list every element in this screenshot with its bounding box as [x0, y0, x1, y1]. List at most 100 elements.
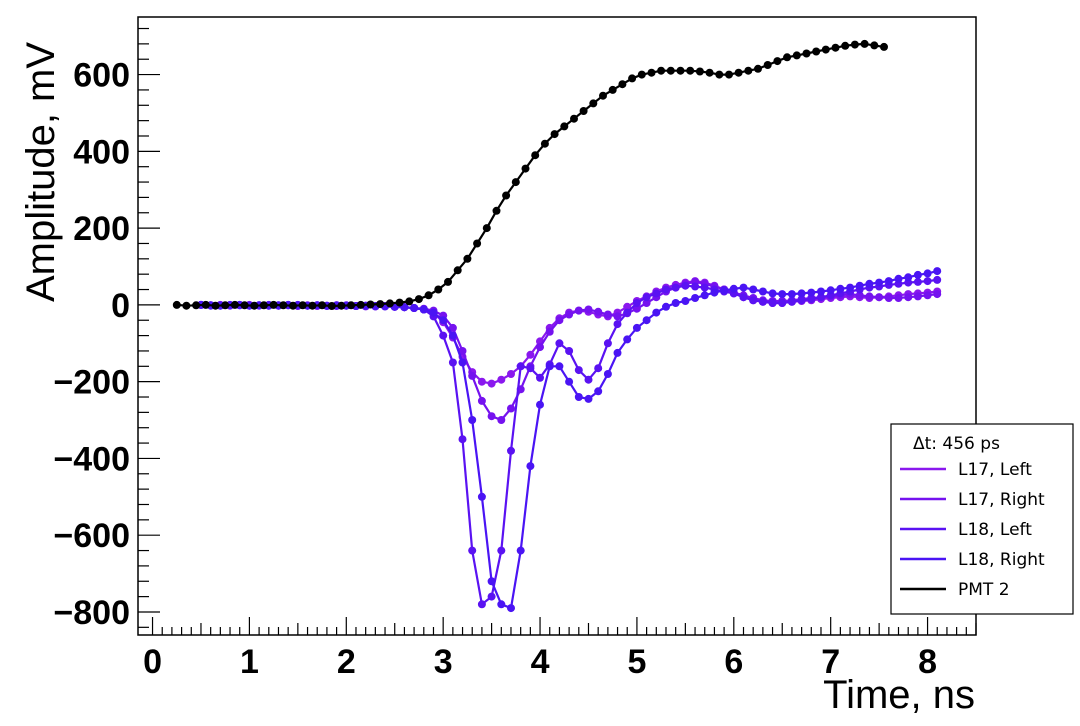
- data-point: [337, 301, 346, 310]
- data-point: [511, 178, 520, 187]
- data-point: [875, 293, 884, 302]
- data-point: [536, 373, 544, 382]
- data-point: [623, 335, 632, 344]
- data-point: [531, 151, 540, 160]
- y-tick-labels: −800 −600 −400 −200 0 200 400 600: [53, 57, 130, 632]
- data-point: [516, 362, 525, 371]
- data-point: [749, 296, 758, 305]
- data-point: [230, 300, 239, 309]
- data-point: [734, 68, 743, 77]
- data-point: [507, 370, 515, 378]
- data-point: [817, 293, 825, 302]
- data-point: [647, 68, 656, 77]
- data-point: [439, 331, 448, 340]
- data-point: [211, 301, 220, 310]
- data-point: [603, 339, 612, 348]
- data-point: [574, 393, 583, 401]
- data-point: [497, 546, 506, 555]
- data-point: [623, 308, 632, 317]
- axis-ticks: [138, 27, 977, 635]
- x-tick-label: 7: [821, 643, 840, 681]
- data-point: [700, 283, 709, 292]
- data-point: [821, 45, 830, 54]
- data-point: [298, 301, 307, 310]
- data-point: [913, 270, 922, 279]
- data-point: [628, 74, 637, 83]
- data-point: [536, 400, 544, 409]
- data-point: [812, 47, 821, 56]
- x-tick-label: 3: [434, 643, 453, 681]
- data-point: [289, 301, 297, 310]
- data-point: [429, 308, 438, 317]
- data-point: [875, 278, 884, 287]
- data-point: [913, 292, 922, 301]
- data-point: [894, 274, 903, 283]
- data-point: [318, 301, 327, 310]
- data-point: [507, 404, 515, 413]
- data-point: [913, 277, 922, 286]
- data-point: [715, 70, 724, 79]
- data-point: [477, 377, 486, 386]
- data-point: [894, 294, 903, 302]
- data-point: [240, 301, 249, 310]
- data-point: [545, 362, 554, 371]
- data-point: [526, 462, 535, 471]
- data-point: [477, 492, 486, 501]
- data-point: [540, 139, 549, 148]
- data-point: [574, 366, 583, 375]
- data-point: [642, 299, 651, 307]
- data-point: [550, 130, 559, 139]
- data-point: [797, 296, 806, 305]
- data-point: [259, 301, 268, 310]
- data-point: [613, 320, 622, 329]
- data-point: [787, 290, 796, 299]
- data-point: [846, 283, 855, 292]
- data-point: [870, 41, 879, 50]
- x-tick-label: 2: [337, 643, 356, 681]
- data-point: [434, 285, 443, 294]
- data-point: [526, 364, 535, 373]
- data-point: [662, 302, 670, 311]
- data-point: [836, 284, 845, 293]
- y-tick-label: 0: [111, 287, 130, 325]
- data-point: [574, 306, 583, 315]
- data-point: [507, 446, 515, 455]
- data-point: [473, 239, 482, 248]
- data-point: [410, 304, 419, 312]
- data-point: [468, 416, 477, 424]
- data-point: [637, 70, 646, 79]
- data-point: [565, 347, 574, 355]
- data-point: [700, 291, 709, 300]
- data-point: [356, 300, 365, 309]
- data-point: [720, 286, 729, 295]
- data-point: [754, 64, 762, 73]
- data-point: [477, 396, 486, 405]
- data-point: [536, 343, 544, 352]
- legend-label: L18, Left: [958, 520, 1032, 540]
- data-point: [613, 312, 622, 321]
- data-point: [739, 283, 748, 292]
- data-point: [463, 254, 472, 263]
- data-point: [802, 49, 811, 58]
- data-point: [778, 290, 787, 299]
- data-point: [376, 300, 385, 309]
- y-tick-label: −200: [53, 364, 130, 402]
- data-point: [589, 99, 598, 108]
- data-point: [705, 68, 714, 77]
- data-point: [729, 284, 738, 293]
- data-point: [865, 292, 874, 301]
- data-point: [613, 348, 622, 357]
- x-tick-label: 4: [531, 643, 550, 681]
- data-point: [594, 307, 603, 316]
- data-point: [439, 316, 448, 325]
- data-point: [841, 41, 850, 50]
- data-point: [487, 412, 496, 421]
- data-point: [710, 288, 719, 297]
- legend-label: L17, Left: [958, 460, 1032, 480]
- data-point: [269, 300, 278, 309]
- data-point: [594, 364, 603, 373]
- data-point: [749, 285, 758, 294]
- data-point: [492, 206, 501, 215]
- data-point: [904, 293, 913, 302]
